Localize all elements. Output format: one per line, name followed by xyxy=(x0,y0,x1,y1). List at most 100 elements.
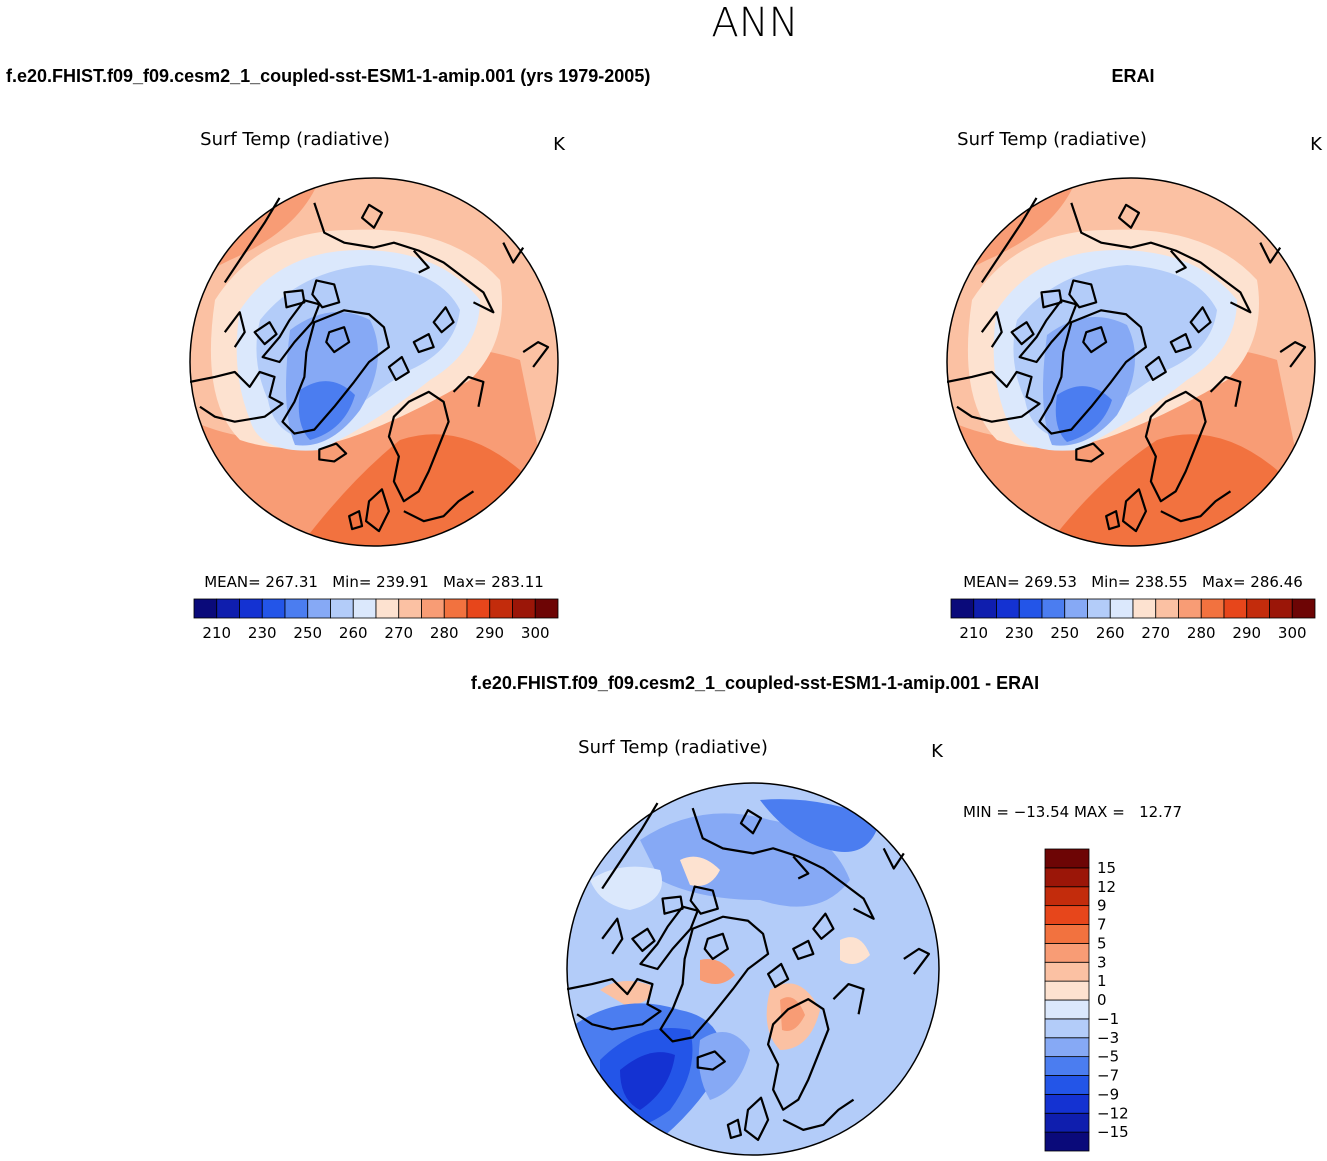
colorbar-swatch xyxy=(1044,886,1090,907)
colorbar-swatch xyxy=(1044,980,1090,1001)
colorbar-swatch xyxy=(1269,598,1293,619)
colorbar-tick-label: −5 xyxy=(1097,1048,1119,1066)
panel-diff-header: f.e20.FHIST.f09_f09.cesm2_1_coupled-sst-… xyxy=(471,673,1039,693)
colorbar-tick-label: 270 xyxy=(1141,624,1170,642)
map-model xyxy=(189,177,559,547)
colorbar-tick-label: −15 xyxy=(1097,1123,1129,1141)
colorbar-swatch xyxy=(534,598,559,619)
colorbar-swatch xyxy=(216,598,240,619)
colorbar-tick-label: −12 xyxy=(1097,1104,1129,1122)
panel-obs-plot-title: Surf Temp (radiative) xyxy=(957,129,1147,150)
colorbar-tick-label: 0 xyxy=(1097,991,1107,1009)
colorbar-swatch xyxy=(261,598,286,619)
colorbar-swatch xyxy=(1044,961,1090,982)
colorbar-swatch xyxy=(1044,1112,1090,1133)
colorbar-swatch xyxy=(996,598,1020,619)
colorbar-tick-label: 270 xyxy=(384,624,413,642)
colorbar-swatch xyxy=(330,598,354,619)
panel-obs-stats: MEAN= 269.53 Min= 238.55 Max= 286.46 xyxy=(963,573,1303,591)
panel-obs-header: ERAI xyxy=(1111,66,1154,86)
colorbar-tick-label: 290 xyxy=(1232,624,1261,642)
colorbar-swatch xyxy=(1044,999,1090,1020)
colorbar-tick-label: 260 xyxy=(339,624,368,642)
colorbar-tick-label: −1 xyxy=(1097,1010,1119,1028)
colorbar-tick-label: 290 xyxy=(475,624,504,642)
colorbar-swatch xyxy=(352,598,377,619)
colorbar-swatch xyxy=(1044,905,1090,925)
colorbar-model: 210 230 250 260 270 280 290 300 xyxy=(193,598,559,642)
colorbar-tick-label: −9 xyxy=(1097,1085,1119,1103)
colorbar-tick-label: 300 xyxy=(521,624,550,642)
panel-model: f.e20.FHIST.f09_f09.cesm2_1_coupled-sst-… xyxy=(6,66,650,642)
colorbar-swatch xyxy=(1044,1037,1090,1058)
colorbar-swatch xyxy=(1044,867,1090,888)
colorbar-swatch xyxy=(1223,598,1248,619)
panel-model-units: K xyxy=(553,134,566,155)
colorbar-tick-label: 15 xyxy=(1097,859,1116,877)
colorbar-tick-label: 9 xyxy=(1097,897,1107,915)
colorbar-swatch xyxy=(1044,1093,1090,1114)
colorbar-tick-label: −3 xyxy=(1097,1029,1119,1047)
panel-diff-plot-title: Surf Temp (radiative) xyxy=(578,737,768,758)
colorbar-swatch xyxy=(1132,598,1157,619)
colorbar-swatch xyxy=(193,598,218,619)
panel-diff-units: K xyxy=(931,741,944,762)
colorbar-tick-label: 280 xyxy=(1187,624,1216,642)
colorbar-swatch xyxy=(973,598,997,619)
colorbar-swatch xyxy=(398,598,422,619)
map-obs xyxy=(946,177,1316,547)
colorbar-swatch xyxy=(950,598,975,619)
panel-obs: ERAI Surf Temp (radiative) K MEAN= 269.5… xyxy=(946,66,1323,642)
colorbar-swatch xyxy=(1044,924,1090,944)
colorbar-swatch xyxy=(1044,1018,1090,1039)
colorbar-swatch xyxy=(1200,598,1225,619)
colorbar-tick-label: 260 xyxy=(1096,624,1125,642)
panel-diff-stats: MIN = −13.54 MAX = 12.77 xyxy=(963,803,1182,821)
colorbar-swatch xyxy=(1155,598,1179,619)
page-title: ANN xyxy=(711,0,798,46)
panel-model-stats: MEAN= 267.31 Min= 239.91 Max= 283.11 xyxy=(204,573,544,591)
panel-model-plot-title: Surf Temp (radiative) xyxy=(200,129,390,150)
colorbar-tick-label: 210 xyxy=(202,624,231,642)
panel-diff: f.e20.FHIST.f09_f09.cesm2_1_coupled-sst-… xyxy=(471,673,1182,1156)
colorbar-swatch xyxy=(466,598,491,619)
colorbar-swatch xyxy=(421,598,445,619)
colorbar-swatch xyxy=(1041,598,1066,619)
colorbar-swatch xyxy=(1087,598,1111,619)
colorbar-swatch xyxy=(1291,598,1316,619)
colorbar-swatch xyxy=(1018,598,1043,619)
colorbar-tick-label: 250 xyxy=(1050,624,1079,642)
colorbar-swatch xyxy=(1044,1075,1090,1095)
colorbar-tick-label: 250 xyxy=(293,624,322,642)
colorbar-swatch xyxy=(1246,598,1270,619)
colorbar-tick-label: 7 xyxy=(1097,916,1107,934)
colorbar-swatch xyxy=(1044,1056,1090,1076)
colorbar-swatch xyxy=(489,598,513,619)
colorbar-swatch xyxy=(284,598,309,619)
map-diff xyxy=(566,782,940,1156)
colorbar-swatch xyxy=(1109,598,1134,619)
colorbar-swatch xyxy=(1064,598,1088,619)
panel-obs-units: K xyxy=(1310,134,1323,155)
colorbar-swatch xyxy=(1044,1131,1090,1152)
colorbar-swatch xyxy=(1044,942,1090,963)
colorbar-obs: 210 230 250 260 270 280 290 300 xyxy=(950,598,1316,642)
colorbar-tick-label: 230 xyxy=(1005,624,1034,642)
colorbar-tick-label: 230 xyxy=(248,624,277,642)
colorbar-swatch xyxy=(375,598,400,619)
colorbar-tick-label: 300 xyxy=(1278,624,1307,642)
panel-model-header: f.e20.FHIST.f09_f09.cesm2_1_coupled-sst-… xyxy=(6,66,650,86)
colorbar-swatch xyxy=(443,598,468,619)
colorbar-tick-label: 3 xyxy=(1097,953,1107,971)
colorbar-swatch xyxy=(307,598,331,619)
colorbar-swatch xyxy=(512,598,536,619)
colorbar-tick-label: 280 xyxy=(430,624,459,642)
colorbar-swatch xyxy=(1044,848,1090,869)
colorbar-tick-label: 210 xyxy=(959,624,988,642)
colorbar-swatch xyxy=(1178,598,1202,619)
colorbar-tick-label: −7 xyxy=(1097,1067,1119,1085)
colorbar-tick-label: 5 xyxy=(1097,934,1107,952)
colorbar-tick-label: 1 xyxy=(1097,972,1107,990)
